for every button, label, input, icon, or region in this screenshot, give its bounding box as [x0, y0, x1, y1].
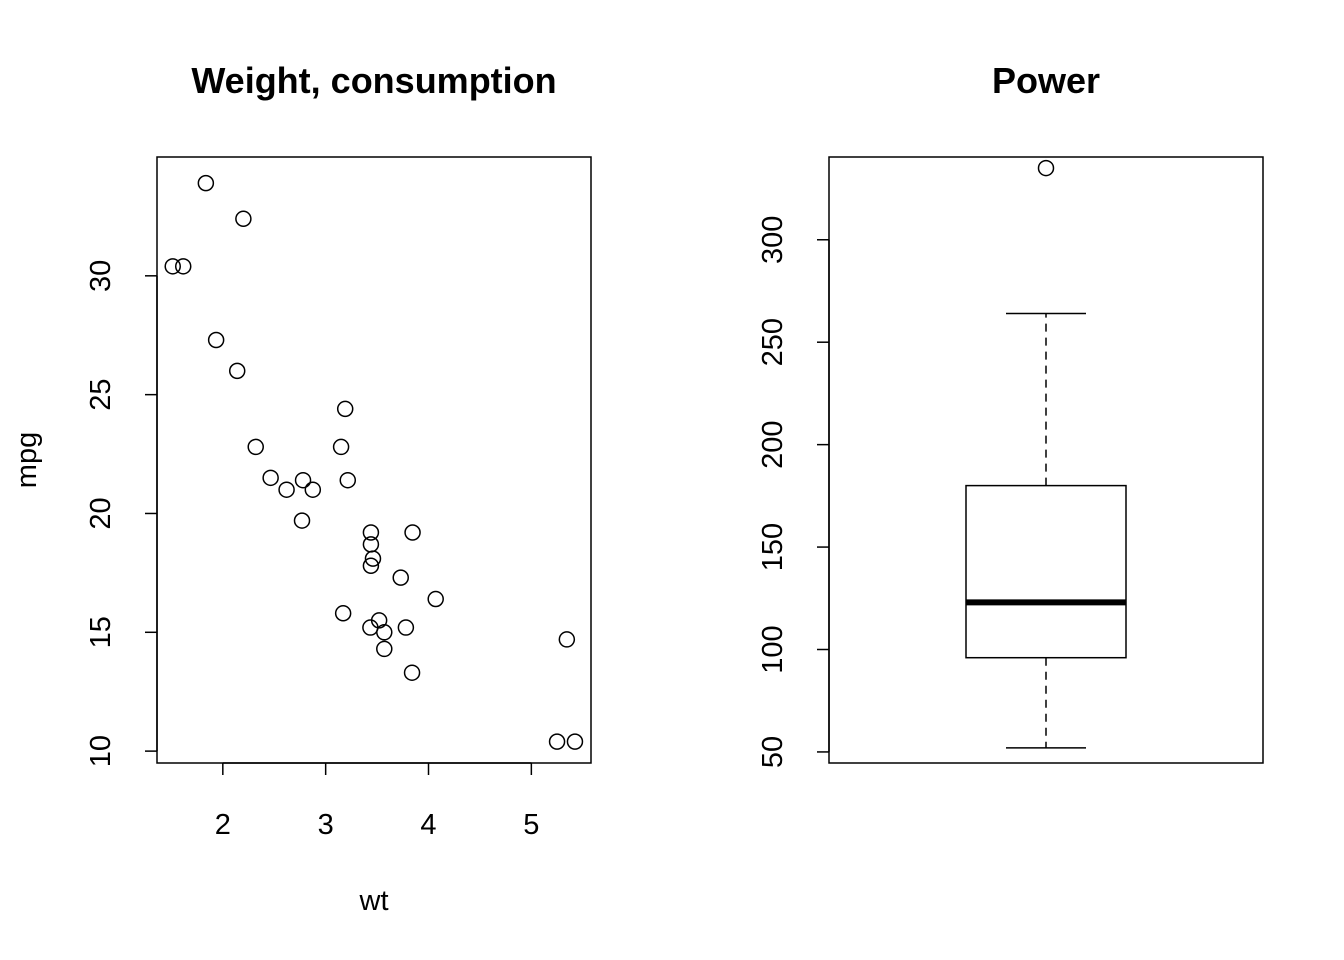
scatter-point [293, 512, 311, 529]
scatter-x-axis: 2 3 4 5 [215, 762, 539, 841]
y-tick-label: 50 [757, 736, 789, 768]
boxplot-panel: Power 50 100 150 200 250 300 [757, 60, 1264, 768]
scatter-point [362, 524, 380, 541]
x-tick-label: 5 [523, 809, 539, 841]
scatter-point [235, 210, 252, 228]
scatter-y-label: mpg [11, 432, 43, 488]
y-tick-label: 200 [757, 420, 789, 468]
scatter-point [174, 258, 192, 275]
scatter-point [336, 400, 354, 418]
boxplot-box [965, 159, 1127, 749]
scatter-point [376, 624, 393, 641]
y-tick-label: 15 [85, 616, 117, 648]
scatter-plot-frame [156, 156, 592, 764]
scatter-point [304, 481, 322, 498]
y-tick-label: 100 [757, 625, 789, 673]
scatter-point [376, 640, 393, 658]
scatter-point [392, 569, 409, 586]
x-tick-label: 4 [420, 809, 436, 841]
scatter-point [332, 438, 350, 456]
y-tick-label: 25 [85, 379, 117, 411]
x-tick-label: 3 [318, 809, 334, 841]
scatter-point [548, 733, 566, 750]
scatter-point [404, 524, 421, 541]
scatter-title: Weight, consumption [191, 60, 556, 101]
scatter-point [197, 174, 215, 192]
scatter-point [164, 258, 181, 275]
scatter-point [247, 438, 264, 456]
scatter-point [339, 471, 357, 489]
x-tick-label: 2 [215, 809, 231, 841]
scatter-y-axis: 10 15 20 25 30 [85, 260, 158, 767]
boxplot-title: Power [992, 60, 1100, 101]
scatter-point [228, 362, 246, 380]
scatter-point [364, 550, 382, 567]
scatter-point [294, 471, 312, 489]
boxplot-y-axis: 50 100 150 200 250 300 [757, 216, 830, 768]
scatter-x-label: wt [359, 885, 389, 917]
scatter-points [164, 174, 584, 750]
scatter-point [427, 590, 444, 608]
scatter-point [362, 536, 380, 553]
y-tick-label: 300 [757, 216, 789, 264]
y-tick-label: 20 [85, 497, 117, 529]
scatter-panel: Weight, consumption 2 3 4 5 10 15 20 25 30 wt m… [11, 60, 592, 917]
scatter-point [278, 481, 295, 498]
interquartile-box [965, 484, 1127, 659]
scatter-point [334, 605, 352, 622]
scatter-point [403, 664, 421, 681]
y-tick-label: 250 [757, 318, 789, 366]
scatter-point [362, 557, 380, 575]
y-tick-label: 30 [85, 260, 117, 292]
y-tick-label: 10 [85, 735, 117, 767]
scatter-point [566, 733, 584, 750]
scatter-point [397, 619, 415, 636]
outlier-point [1037, 159, 1055, 177]
scatter-point [207, 331, 225, 349]
scatter-point [558, 631, 576, 648]
y-tick-label: 150 [757, 523, 789, 571]
scatter-point [262, 469, 279, 487]
